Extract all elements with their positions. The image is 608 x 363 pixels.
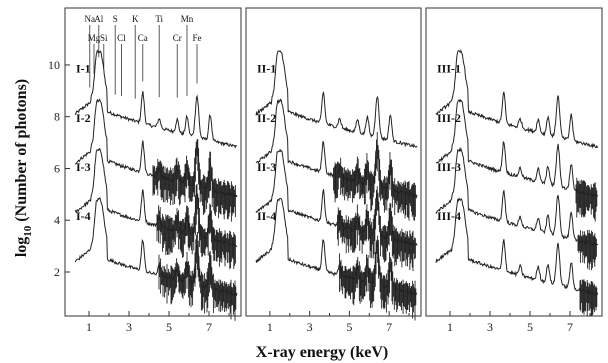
- noise-band-iii-2: [575, 177, 598, 222]
- spectrum-iii-3: [435, 146, 599, 248]
- x-tick-label: 7: [206, 320, 212, 334]
- x-axis-title: X-ray energy (keV): [256, 344, 388, 361]
- x-tick-label: 5: [527, 320, 533, 334]
- series-label-iii-1: III-1: [437, 62, 461, 76]
- y-axis: 2 4 6 8 10: [48, 58, 70, 279]
- element-label-ti: Ti: [155, 14, 163, 24]
- noise-band-iii-4: [579, 279, 598, 317]
- series-label-ii-4: II-4: [257, 209, 276, 223]
- noise-band-iii-3: [577, 229, 597, 271]
- series-label-i-3: I-3: [76, 160, 91, 174]
- series-label-iii-3: III-3: [437, 160, 461, 174]
- element-label-ca: Ca: [138, 33, 148, 43]
- y-tick-label: 2: [54, 265, 60, 279]
- y-tick-label: 4: [54, 213, 60, 227]
- x-tick-label: 1: [86, 320, 92, 334]
- spectrum-iii-1: [435, 49, 599, 149]
- element-label-al: Al: [94, 14, 103, 24]
- element-label-si: Si: [100, 33, 108, 43]
- y-tick-label: 10: [48, 58, 60, 72]
- x-tick-label: 7: [567, 320, 573, 334]
- spectrum-iii-4: [435, 197, 599, 298]
- noise-band-ii-3: [337, 186, 416, 272]
- element-label-cl: Cl: [117, 33, 126, 43]
- element-label-cr: Cr: [173, 33, 182, 43]
- panel-frame: [425, 7, 603, 317]
- panel-frame: [245, 7, 422, 317]
- x-tick-label: 5: [346, 320, 352, 334]
- series-label-ii-3: II-3: [257, 160, 276, 174]
- x-tick-label: 3: [126, 320, 132, 334]
- panel-ii: 1 3 5 7 II-1 II-2 II-3 II-4: [245, 7, 422, 334]
- y-tick-label: 6: [54, 161, 60, 175]
- noise-band-ii-2: [333, 132, 416, 221]
- series-label-i-2: I-2: [76, 111, 91, 125]
- element-label-mg: Mg: [88, 33, 101, 43]
- panel-frame: [64, 7, 242, 317]
- noise-band-ii-4: [339, 235, 417, 321]
- x-tick-label: 5: [166, 320, 172, 334]
- element-label-fe: Fe: [193, 33, 202, 43]
- element-label-k: K: [132, 14, 139, 24]
- x-tick-label: 3: [487, 320, 493, 334]
- series-label-ii-1: II-1: [257, 62, 276, 76]
- element-label-mn: Mn: [181, 14, 194, 24]
- element-label-s: S: [113, 14, 118, 24]
- element-label-na: Na: [85, 14, 96, 24]
- panels-layer: 1 3 5 7 Na Mg Al Si S Cl K Ca Ti Cr Mn Fe I-1 I-2 I-3 I-4 1 3…: [64, 7, 603, 334]
- y-tick-label: 8: [54, 110, 60, 124]
- noise-band-i-3: [156, 184, 236, 270]
- series-label-iii-4: III-4: [437, 209, 461, 223]
- x-tick-label: 1: [447, 320, 453, 334]
- spectrum-iii-2: [435, 98, 599, 198]
- panel-i: 1 3 5 7 Na Mg Al Si S Cl K Ca Ti Cr Mn Fe I-1 I-2 I-3 I-4: [64, 7, 242, 334]
- spectrum-ii-1: [255, 50, 418, 149]
- panel-iii: 1 3 5 7 III-1 III-2 III-3 III-4: [425, 7, 603, 334]
- y-axis-title: log10 (Number of photons): [13, 79, 34, 257]
- series-label-i-1: I-1: [76, 62, 91, 76]
- spectrum-i-1: [74, 49, 238, 149]
- series-label-i-4: I-4: [76, 209, 91, 223]
- noise-band-i-4: [158, 232, 237, 321]
- series-label-ii-2: II-2: [257, 111, 276, 125]
- series-label-iii-2: III-2: [437, 111, 461, 125]
- x-tick-label: 3: [307, 320, 313, 334]
- x-tick-label: 7: [386, 320, 392, 334]
- noise-band-i-2: [152, 138, 236, 222]
- x-tick-label: 1: [267, 320, 273, 334]
